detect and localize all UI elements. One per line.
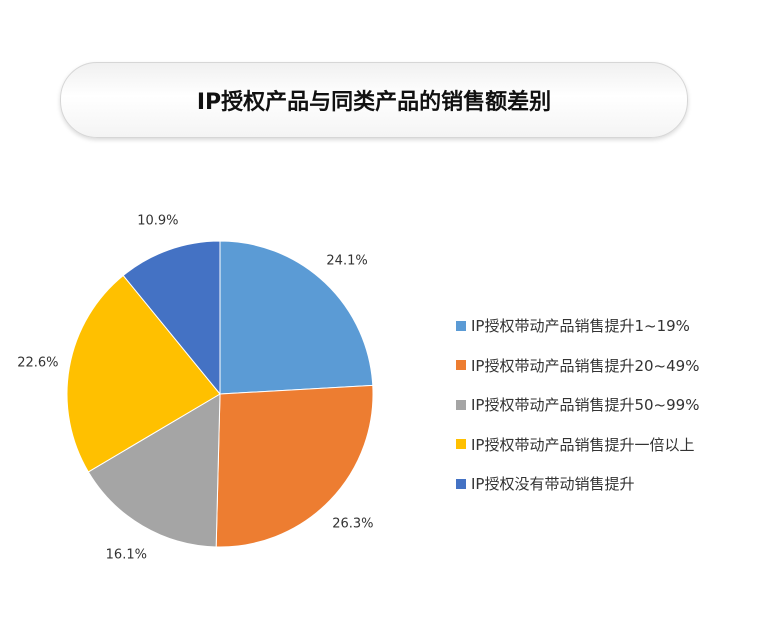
legend-label: IP授权没有带动销售提升 <box>471 475 635 494</box>
chart-title: IP授权产品与同类产品的销售额差别 <box>196 90 552 115</box>
pie-slice <box>215 384 374 548</box>
data-label: 26.3% <box>332 517 373 532</box>
data-label: 22.6% <box>17 356 58 371</box>
legend-label: IP授权带动产品销售提升50~99% <box>471 396 700 415</box>
data-label: 10.9% <box>137 214 178 229</box>
title-banner: IP授权产品与同类产品的销售额差别 <box>60 62 688 138</box>
legend-item: IP授权带动产品销售提升一倍以上 <box>456 425 699 465</box>
legend-swatch <box>456 439 466 450</box>
legend-swatch <box>456 478 466 489</box>
legend: IP授权带动产品销售提升1~19% IP授权带动产品销售提升20~49% IP授… <box>456 306 699 504</box>
data-label: 24.1% <box>326 254 367 269</box>
legend-label: IP授权带动产品销售提升20~49% <box>471 356 700 375</box>
legend-swatch <box>456 399 466 410</box>
pie-slice <box>66 274 221 473</box>
pie-slice <box>122 240 221 396</box>
legend-item: IP授权没有带动销售提升 <box>456 464 699 504</box>
legend-item: IP授权带动产品销售提升50~99% <box>456 385 699 425</box>
legend-label: IP授权带动产品销售提升一倍以上 <box>471 435 695 454</box>
pie-slice <box>219 240 374 395</box>
data-label: 16.1% <box>106 548 147 563</box>
legend-item: IP授权带动产品销售提升1~19% <box>456 306 699 346</box>
pie-slice <box>87 393 221 548</box>
legend-swatch <box>456 320 466 331</box>
legend-swatch <box>456 360 466 371</box>
legend-label: IP授权带动产品销售提升1~19% <box>471 317 690 336</box>
legend-item: IP授权带动产品销售提升20~49% <box>456 346 699 386</box>
